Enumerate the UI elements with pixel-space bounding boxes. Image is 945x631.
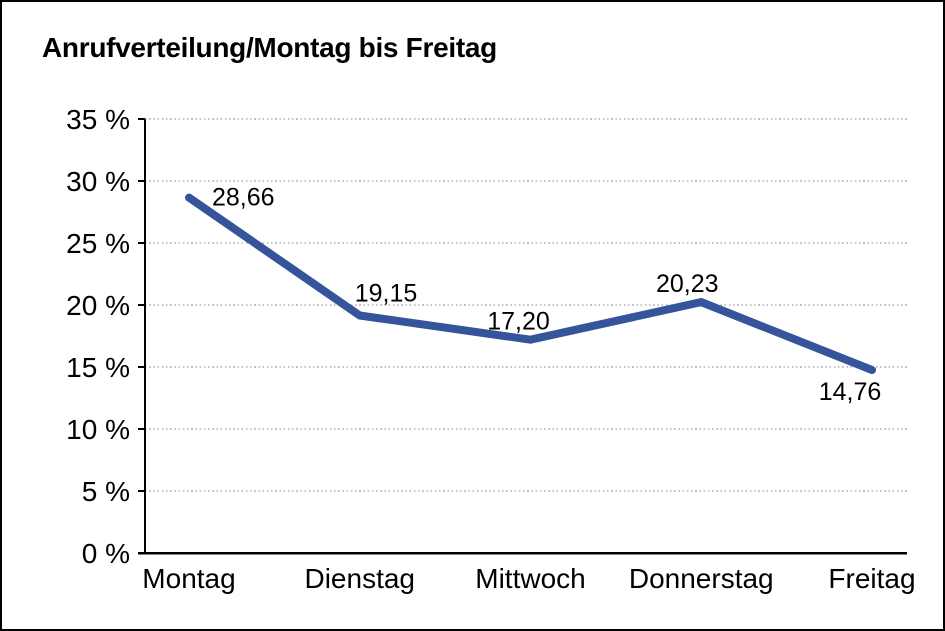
x-axis-category-label: Mittwoch [475, 563, 585, 594]
x-axis-category-label: Freitag [828, 563, 915, 594]
y-axis-tick-label: 0 % [82, 538, 130, 569]
y-axis-tick-label: 35 % [66, 104, 130, 135]
data-point-label: 19,15 [355, 280, 418, 308]
chart-title: Anrufverteilung/Montag bis Freitag [42, 32, 497, 63]
y-axis-tick-label: 10 % [66, 414, 130, 445]
y-axis-tick-label: 5 % [82, 476, 130, 507]
data-point-label: 28,66 [212, 184, 275, 212]
x-axis-category-label: Donnerstag [629, 563, 774, 594]
data-point-label: 14,76 [819, 378, 882, 406]
y-axis-tick-label: 20 % [66, 290, 130, 321]
series-line [185, 193, 876, 374]
x-axis-category-label: Dienstag [304, 563, 415, 594]
data-point-label: 17,20 [487, 308, 550, 336]
y-axis-tick-label: 15 % [66, 352, 130, 383]
x-axis-category-label: Montag [142, 563, 235, 594]
y-axis-tick-label: 30 % [66, 166, 130, 197]
data-point-label: 20,23 [656, 270, 719, 298]
y-axis-tick-label: 25 % [66, 228, 130, 259]
